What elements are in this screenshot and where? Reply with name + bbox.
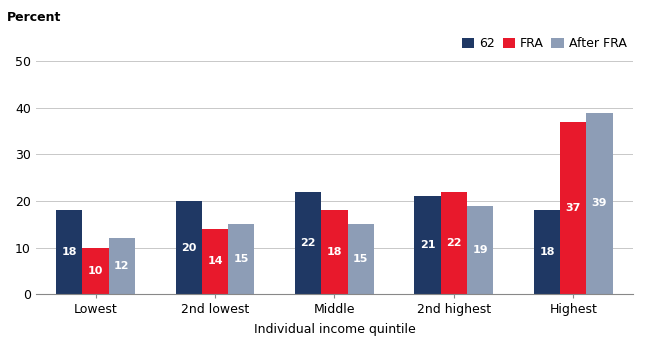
Text: 12: 12 [114, 261, 130, 271]
Bar [82, 247, 109, 294]
Text: 15: 15 [233, 254, 249, 264]
Text: 21: 21 [420, 240, 435, 250]
Text: 19: 19 [472, 245, 488, 255]
Bar [176, 201, 202, 294]
Text: 14: 14 [207, 257, 223, 266]
Bar [441, 192, 467, 294]
Bar [586, 113, 613, 294]
Bar [560, 122, 586, 294]
Bar [467, 206, 493, 294]
Text: 18: 18 [62, 247, 77, 257]
Bar [415, 196, 441, 294]
Bar [202, 229, 228, 294]
Legend: 62, FRA, After FRA: 62, FRA, After FRA [462, 38, 627, 51]
Text: Percent: Percent [6, 11, 61, 24]
Text: 22: 22 [301, 238, 316, 248]
Bar [347, 224, 374, 294]
Text: 18: 18 [539, 247, 555, 257]
Bar [295, 192, 321, 294]
Bar [228, 224, 255, 294]
Bar [534, 210, 560, 294]
Text: 18: 18 [327, 247, 342, 257]
Text: 10: 10 [88, 266, 103, 276]
Text: 37: 37 [566, 203, 581, 213]
Text: 22: 22 [446, 238, 461, 248]
Bar [321, 210, 347, 294]
X-axis label: Individual income quintile: Individual income quintile [253, 323, 415, 336]
Bar [109, 238, 135, 294]
Text: 15: 15 [353, 254, 369, 264]
Text: 39: 39 [592, 198, 607, 208]
Bar [56, 210, 82, 294]
Text: 20: 20 [181, 243, 196, 252]
